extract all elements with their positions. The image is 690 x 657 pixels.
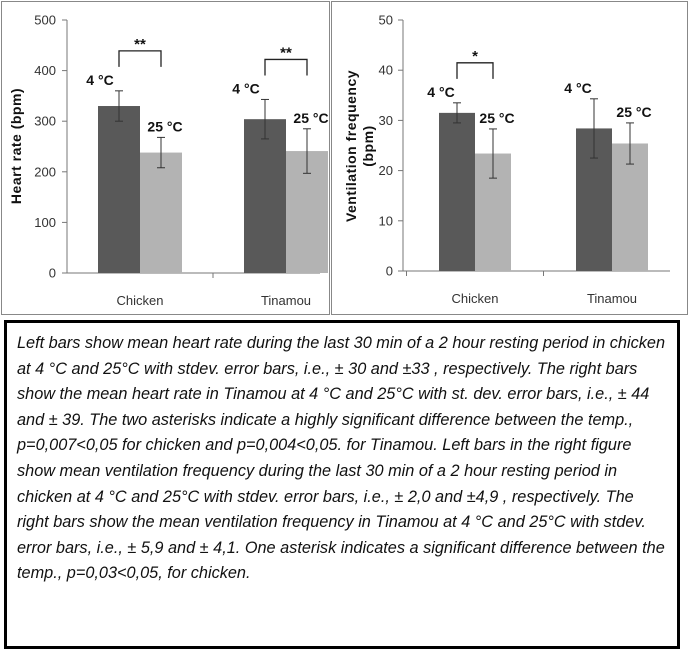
vf-bar-label: 4 °C (427, 84, 454, 100)
hr-y-tick-label: 300 (34, 114, 56, 129)
caption-text: Left bars show mean heart rate during th… (17, 334, 665, 583)
hr-category-label: Chicken (117, 293, 164, 308)
hr-y-tick-label: 200 (34, 164, 56, 179)
hr-bar-4 °C (98, 106, 140, 274)
vf-category-label: Chicken (452, 291, 499, 306)
hr-y-tick-label: 500 (34, 13, 56, 28)
hr-bar-label: 25 °C (293, 110, 328, 126)
vf-y-tick-label: 40 (379, 63, 393, 78)
hr-significance-marker: ** (134, 36, 146, 53)
vf-y-tick-label: 0 (386, 264, 393, 279)
vf-bar-25 °C (612, 143, 648, 271)
charts-panel: 0 100 200 300 400 500 Chicken Tinamou Heart rate… (0, 0, 690, 318)
vf-category-label: Tinamou (587, 291, 637, 306)
hr-y-tick-label: 100 (34, 215, 56, 230)
chart-frame-left (1, 1, 330, 315)
hr-significance-bracket (118, 50, 162, 67)
vf-bar-4 °C (439, 112, 475, 272)
vf-y-axis-title: Ventilation frequency(bpm) (343, 70, 376, 222)
vf-y-tick-label: 10 (379, 213, 393, 228)
chart-frame-right (331, 1, 688, 315)
hr-y-axis-title: Heart rate (bpm) (8, 88, 24, 204)
hr-bar-25 °C (140, 152, 182, 273)
vf-bar-label: 4 °C (564, 80, 591, 96)
vf-bar-label: 25 °C (616, 104, 651, 120)
caption-box: Left bars show mean heart rate during th… (4, 320, 680, 649)
vf-y-axis-title-line: (bpm) (360, 125, 376, 166)
hr-bar-label: 25 °C (147, 118, 182, 134)
vf-y-tick-label: 20 (379, 163, 393, 178)
hr-bar-4 °C (244, 119, 286, 274)
vf-bar-label: 25 °C (479, 110, 514, 126)
hr-y-tick-label: 0 (49, 266, 56, 281)
hr-y-tick-label: 400 (34, 63, 56, 78)
hr-bar-label: 4 °C (232, 80, 259, 96)
vf-significance-marker: * (472, 48, 478, 65)
vf-y-tick-label: 30 (379, 113, 393, 128)
hr-significance-marker: ** (280, 44, 292, 61)
hr-significance-bracket (264, 58, 308, 76)
vf-y-axis-title-line: Ventilation frequency (343, 70, 359, 222)
hr-category-label: Tinamou (261, 293, 311, 308)
vf-y-tick-label: 50 (379, 13, 393, 28)
vf-significance-bracket (456, 62, 494, 79)
hr-bar-label: 4 °C (86, 72, 113, 88)
